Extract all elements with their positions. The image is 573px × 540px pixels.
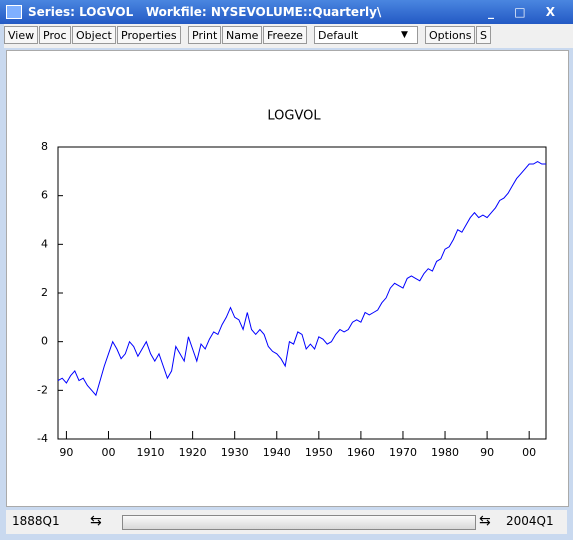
toolbar-button[interactable]: Proc <box>39 26 71 44</box>
window-title: Series: LOGVOL Workfile: NYSEVOLUME::Qua… <box>28 0 381 24</box>
graph-view: LOGVOL -4 -2 0 2 4 6 8 90 00 1910 1920 1930 1940 1950… <box>6 50 569 507</box>
window-icon <box>6 5 22 19</box>
y-tick-label: 2 <box>41 286 48 299</box>
chart-title: LOGVOL <box>267 109 321 124</box>
y-tick-label: -4 <box>37 432 48 445</box>
toolbar-button[interactable]: View <box>4 26 39 44</box>
toolbar-button[interactable]: Options <box>425 26 476 44</box>
x-tick-label: 90 <box>59 446 73 459</box>
y-tick-label: 6 <box>41 189 48 202</box>
x-tick-label: 1980 <box>431 446 459 459</box>
toolbar-button[interactable]: Name <box>222 26 263 44</box>
x-tick-label: 1940 <box>263 446 291 459</box>
x-tick-label: 1960 <box>347 446 375 459</box>
toolbar: View Proc Object Properties Print Name Freeze D… <box>4 24 573 48</box>
arrow-left[interactable]: ⇆ <box>90 513 102 529</box>
plot-frame <box>57 146 547 440</box>
dropdown-arrow[interactable]: ▼ <box>401 30 408 40</box>
sample-start: 1888Q1 <box>12 514 60 528</box>
toolbar-button[interactable]: Freeze <box>263 26 307 44</box>
toolbar-button[interactable]: Print <box>188 26 222 44</box>
toolbar-button[interactable]: S <box>476 26 491 44</box>
title-bar: Series: LOGVOL Workfile: NYSEVOLUME::Qua… <box>0 0 573 24</box>
toolbar-button[interactable]: Object <box>72 26 116 44</box>
x-tick-label: 00 <box>522 446 536 459</box>
arrow-right[interactable]: ⇆ <box>479 513 491 529</box>
sample-bar: 1888Q1 ⇆ ⇆ 2004Q1 <box>6 510 567 534</box>
series-name: Series: LOGVOL <box>28 5 134 19</box>
x-tick-label: 90 <box>480 446 494 459</box>
chart: LOGVOL -4 -2 0 2 4 6 8 90 00 1910 1920 1930 1940 1950… <box>37 109 547 459</box>
dropdown[interactable]: Default <box>314 26 418 44</box>
y-tick-label: -2 <box>37 383 48 396</box>
y-tick-label: 8 <box>41 140 48 153</box>
y-tick-label: 4 <box>41 237 48 250</box>
y-tick-label: 0 <box>41 335 48 348</box>
toolbar-button[interactable]: Properties <box>117 26 181 44</box>
x-tick-label: 1910 <box>137 446 165 459</box>
series-line <box>57 161 546 397</box>
window-controls[interactable]: _ □ X <box>488 5 563 19</box>
x-tick-label: 1920 <box>179 446 207 459</box>
sample-slider[interactable] <box>122 515 476 530</box>
sample-end: 2004Q1 <box>506 514 554 528</box>
workfile-name: Workfile: NYSEVOLUME::Quarterly\ <box>145 5 382 19</box>
x-tick-label: 1970 <box>389 446 417 459</box>
x-tick-label: 1930 <box>221 446 249 459</box>
x-tick-label: 1950 <box>305 446 333 459</box>
x-tick-label: 00 <box>101 446 115 459</box>
